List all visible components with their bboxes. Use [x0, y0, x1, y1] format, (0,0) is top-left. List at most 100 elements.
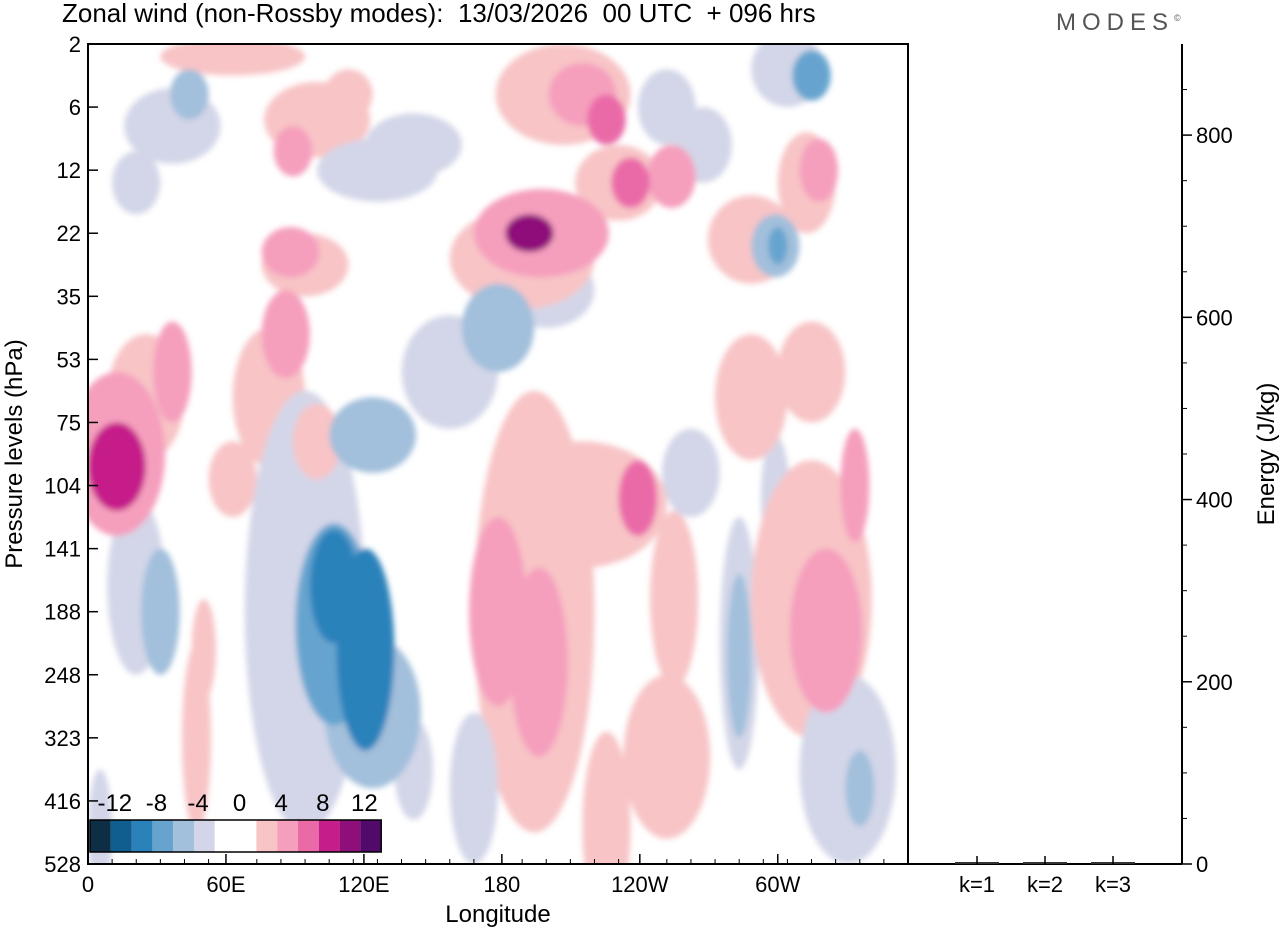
- energy-tick-label-4: 800: [1196, 123, 1233, 148]
- y-tick-label-2: 12: [57, 158, 81, 183]
- x-tick-label-4: 120W: [611, 872, 669, 897]
- positive-anomaly-blob-59: [273, 126, 313, 177]
- y-tick-label-8: 141: [44, 537, 81, 562]
- y-tick-label-0: 2: [69, 32, 81, 57]
- positive-anomaly-blob-4: [208, 441, 257, 517]
- colorbar-swatch-12: [339, 820, 361, 852]
- positive-anomaly-blob-35: [182, 643, 211, 833]
- y-axis-label: Pressure levels (hPa): [1, 339, 28, 568]
- colorbar-swatch-10: [298, 820, 319, 852]
- x-tick-label-2: 120E: [338, 872, 389, 897]
- colorbar-swatch-3: [152, 820, 174, 852]
- positive-anomaly-blob-12: [650, 510, 699, 688]
- modes-logo-text: MODES: [1056, 9, 1175, 36]
- x-tick-label-5: 60W: [755, 872, 800, 897]
- modes-logo: MODES©: [1056, 9, 1181, 37]
- y-tick-label-13: 528: [44, 852, 81, 877]
- energy-tick-label-1: 200: [1196, 670, 1233, 695]
- negative-anomaly-blob-70: [336, 548, 395, 751]
- negative-anomaly-blob-32: [112, 151, 161, 215]
- energy-tick-label-2: 400: [1196, 488, 1233, 513]
- negative-anomaly-blob-31: [365, 113, 462, 177]
- positive-anomaly-blob-56: [647, 145, 696, 208]
- positive-anomaly-blob-53: [840, 428, 870, 543]
- y-tick-label-12: 416: [44, 789, 81, 814]
- positive-anomaly-blob-13: [623, 674, 711, 839]
- negative-anomaly-blob-51: [727, 573, 752, 738]
- y-tick-label-4: 35: [57, 284, 81, 309]
- positive-anomaly-blob-69: [88, 422, 146, 511]
- x-tick-label-0: 0: [82, 872, 94, 897]
- bar-category-label-2: k=3: [1095, 872, 1131, 897]
- positive-anomaly-blob-36: [777, 321, 846, 423]
- positive-anomaly-blob-43: [153, 321, 192, 423]
- negative-anomaly-blob-67: [768, 226, 788, 265]
- anomaly-blobs: [88, 44, 896, 864]
- colorbar: -12 -8 -4 0 4 8 12: [89, 790, 382, 853]
- colorbar-label-6: 12: [351, 790, 378, 817]
- colorbar-label-2: -4: [187, 790, 208, 817]
- positive-anomaly-blob-66: [611, 157, 650, 208]
- y-tick-label-6: 75: [57, 410, 81, 435]
- x-axis-label: Longitude: [445, 901, 550, 928]
- positive-anomaly-blob-63: [618, 460, 658, 536]
- colorbar-swatch-8: [256, 820, 278, 852]
- y-tick-label-7: 104: [44, 474, 81, 499]
- energy-bar-panel: 0 200 400 600 800 k=1 k=2 k=3 Energy (J/kg): [907, 44, 1280, 897]
- negative-anomaly-blob-54: [845, 750, 875, 827]
- colorbar-label-3: 0: [233, 790, 246, 817]
- positive-anomaly-blob-60: [261, 227, 320, 278]
- negative-anomaly-blob-61: [170, 69, 209, 120]
- positive-anomaly-blob-45: [261, 290, 310, 379]
- colorbar-swatch-7: [235, 820, 257, 852]
- positive-anomaly-blob-52: [789, 548, 863, 713]
- colorbar-swatch-2: [131, 820, 153, 852]
- colorbar-label-0: -12: [97, 790, 132, 817]
- colorbar-label-1: -8: [146, 790, 167, 817]
- energy-axis-label: Energy (J/kg): [1253, 383, 1280, 526]
- positive-anomaly-blob-64: [587, 94, 626, 145]
- colorbar-swatch-0: [90, 820, 111, 852]
- positive-anomaly-blob-33: [160, 44, 306, 76]
- y-tick-label-9: 188: [44, 600, 81, 625]
- colorbar-swatch-5: [194, 820, 215, 852]
- colorbar-swatch-6: [214, 820, 236, 852]
- y-tick-label-5: 53: [57, 347, 81, 372]
- positive-anomaly-blob-58: [799, 138, 839, 202]
- positive-anomaly-blob-50: [510, 567, 568, 757]
- chart-title: Zonal wind (non-Rossby modes): 13/03/202…: [62, 0, 816, 28]
- colorbar-frame: [89, 819, 382, 853]
- colorbar-swatch-1: [110, 820, 132, 852]
- negative-anomaly-blob-44: [141, 548, 180, 675]
- positive-anomaly-blob-27: [324, 69, 373, 120]
- colorbar-label-5: 8: [316, 790, 329, 817]
- y-tick-label-1: 6: [69, 95, 81, 120]
- x-tick-label-3: 180: [483, 872, 520, 897]
- positive-anomaly-blob-16: [715, 334, 788, 461]
- positive-anomaly-blob-39: [582, 731, 631, 864]
- negative-anomaly-blob-47: [461, 283, 535, 372]
- colorbar-swatch-13: [360, 820, 382, 852]
- colorbar-swatch-4: [173, 820, 194, 852]
- bar-category-label-0: k=1: [959, 872, 995, 897]
- colorbar-swatch-9: [277, 820, 298, 852]
- negative-anomaly-blob-37: [662, 428, 720, 518]
- x-tick-label-1: 60E: [206, 872, 245, 897]
- energy-tick-label-0: 0: [1196, 852, 1208, 877]
- modes-logo-mark: ©: [1174, 13, 1181, 23]
- y-tick-label-10: 248: [44, 663, 81, 688]
- negative-anomaly-blob-46: [329, 397, 416, 473]
- positive-anomaly-blob-34: [293, 403, 342, 480]
- y-tick-label-3: 22: [57, 221, 81, 246]
- colorbar-swatch-11: [318, 820, 340, 852]
- energy-tick-label-3: 600: [1196, 305, 1233, 330]
- bar-category-label-1: k=2: [1027, 872, 1063, 897]
- heatmap-field: [88, 44, 896, 864]
- negative-anomaly-blob-65: [792, 50, 831, 101]
- y-tick-label-11: 323: [44, 726, 81, 751]
- positive-anomaly-blob-71: [505, 214, 554, 253]
- negative-anomaly-blob-38: [449, 712, 498, 864]
- colorbar-label-4: 4: [275, 790, 288, 817]
